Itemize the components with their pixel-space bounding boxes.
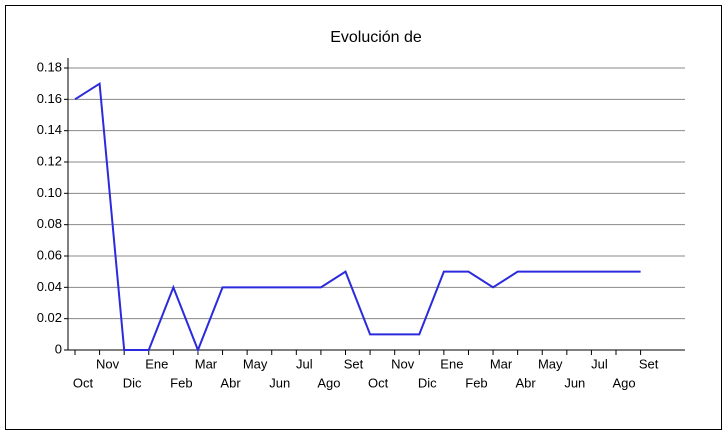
y-tick-label: 0.04 — [37, 279, 62, 294]
y-tick-label: 0.02 — [37, 310, 62, 325]
x-tick-label: Mar — [195, 356, 218, 371]
x-tick-label: Jun — [269, 375, 290, 390]
x-tick-label: Ene — [145, 356, 168, 371]
x-tick-label: Jul — [591, 356, 608, 371]
x-tick-label: Jul — [296, 356, 313, 371]
x-tick-label: Mar — [490, 356, 513, 371]
x-tick-label: Dic — [123, 375, 142, 390]
y-tick-label: 0.06 — [37, 247, 62, 262]
y-tick-label: 0.16 — [37, 91, 62, 106]
x-tick-label: Abr — [516, 375, 537, 390]
x-tick-label: Abr — [220, 375, 241, 390]
x-tick-label: Ago — [612, 375, 635, 390]
data-line — [74, 81, 641, 353]
y-tick-label: 0 — [55, 341, 62, 356]
x-tick-label: Feb — [170, 375, 192, 390]
x-tick-label: Nov — [391, 356, 415, 371]
x-tick-label: Jun — [564, 375, 585, 390]
y-tick-label: 0.18 — [37, 59, 62, 74]
frame — [5, 5, 722, 430]
chart-title: Evolución de — [330, 29, 422, 46]
y-tick-label: 0.14 — [37, 122, 62, 137]
y-tick-label: 0.08 — [37, 216, 62, 231]
x-tick-label: May — [538, 356, 563, 371]
x-tick-label: May — [243, 356, 268, 371]
x-tick-label: Feb — [465, 375, 487, 390]
y-tick-label: 0.10 — [37, 185, 62, 200]
x-tick-label: Oct — [368, 375, 389, 390]
x-tick-label: Set — [344, 356, 364, 371]
y-tick-label: 0.12 — [37, 153, 62, 168]
x-tick-label: Nov — [96, 356, 120, 371]
x-tick-label: Ene — [440, 356, 463, 371]
x-tick-label: Oct — [73, 375, 94, 390]
x-tick-label: Set — [639, 356, 659, 371]
x-tick-label: Ago — [317, 375, 340, 390]
x-tick-label: Dic — [418, 375, 437, 390]
